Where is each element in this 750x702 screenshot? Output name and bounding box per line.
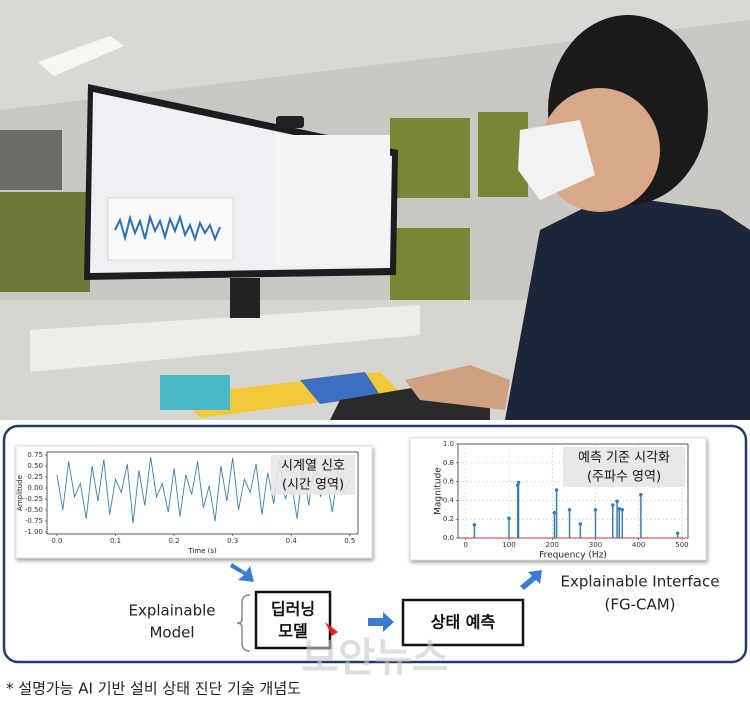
x-tick-label: 0.1 <box>110 537 121 545</box>
y-tick-label: -0.50 <box>25 506 43 514</box>
stem-head <box>610 503 615 507</box>
y-axis-label: Amplitude <box>16 475 24 511</box>
screen-window <box>275 135 390 265</box>
y-tick-label: 0.4 <box>443 496 455 504</box>
hand <box>405 365 510 410</box>
bracket <box>236 594 251 652</box>
arrow <box>520 570 542 590</box>
person-body <box>505 195 750 420</box>
panel <box>390 118 470 198</box>
y-tick-label: 0.75 <box>27 451 43 459</box>
stem-head <box>507 516 511 521</box>
y-tick-label: 0.25 <box>27 473 43 481</box>
keyboard-keys <box>300 372 380 404</box>
x-tick-label: 0.0 <box>51 537 62 545</box>
y-tick-label: -0.25 <box>25 495 43 503</box>
step-box <box>401 598 525 647</box>
y-tick-label: 0.6 <box>443 478 455 486</box>
screen-signal <box>114 213 221 243</box>
y-tick-label: 0.8 <box>443 459 454 467</box>
y-axis-label: Magnitude <box>434 467 444 515</box>
ceiling <box>0 0 750 110</box>
flow: Explainable Model 딥러닝 모델 상태 예측 Explainab… <box>128 563 720 652</box>
annotation: 시계열 신호 <box>281 459 345 474</box>
y-tick-label: -1.00 <box>25 528 43 536</box>
partition <box>0 192 90 292</box>
stem-head <box>516 480 521 485</box>
x-tick-label: 500 <box>675 541 688 549</box>
interface-label: Explainable Interface <box>561 573 720 591</box>
stem-head <box>639 492 643 497</box>
stem-head <box>617 507 622 511</box>
stem-head <box>593 508 598 512</box>
x-tick-label: 100 <box>502 541 515 549</box>
stem-head <box>578 522 583 526</box>
x-tick-label: 400 <box>632 541 645 549</box>
annotation: (시간 영역) <box>282 478 344 493</box>
x-tick-label: 0.5 <box>344 537 355 545</box>
annotation: (주파수 영역) <box>587 470 661 485</box>
panel <box>390 228 470 303</box>
stem-head <box>552 510 557 515</box>
y-tick-label: 1.0 <box>443 440 454 448</box>
x-axis-label: Frequency (Hz) <box>539 551 607 561</box>
photo <box>0 0 750 420</box>
watermark: 보안뉴스 <box>301 635 448 681</box>
y-tick-label: 0.0 <box>443 534 454 542</box>
annotation-box <box>563 447 685 487</box>
x-tick-label: 0.4 <box>286 537 298 545</box>
model-label: Explainable <box>128 602 215 620</box>
step-label: 상태 예측 <box>431 613 496 632</box>
y-tick-label: 0.00 <box>27 484 43 492</box>
stem-head <box>567 508 572 512</box>
webcam <box>276 116 304 128</box>
annotation: 예측 기준 시각화 <box>578 451 670 466</box>
annotation-box <box>271 455 355 495</box>
stem-head <box>620 508 625 512</box>
step-box <box>254 590 332 650</box>
arrow <box>368 612 394 632</box>
y-tick-label: 0.50 <box>27 462 43 470</box>
caption: * 설명가능 AI 기반 설비 상태 진단 기술 개념도 <box>6 680 301 698</box>
monitor-shelf <box>30 305 420 372</box>
monitor-stand <box>230 278 260 318</box>
x-tick-label: 0 <box>464 541 468 549</box>
model-label: Model <box>149 624 194 642</box>
x-tick-label: 0.3 <box>227 537 238 545</box>
stem-head <box>472 523 477 527</box>
mask <box>518 120 595 200</box>
sticky-notes <box>160 375 230 410</box>
charts: 0.750.500.250.00-0.25-0.50-0.75-1.000.0 0… <box>16 440 689 561</box>
plot-frame <box>46 451 359 535</box>
x-tick-label: 0.2 <box>169 537 180 545</box>
cursor <box>325 622 338 636</box>
stem-head <box>554 488 559 492</box>
stem-head <box>615 499 619 504</box>
step-label: 모델 <box>278 622 307 641</box>
x-axis-label: Time (s) <box>187 547 217 555</box>
x-tick-label: 300 <box>589 541 602 549</box>
arrow <box>230 563 254 582</box>
ceiling-light <box>38 36 124 76</box>
window <box>0 130 62 190</box>
x-tick-label: 200 <box>546 541 559 549</box>
interface-label: (FG-CAM) <box>604 596 675 614</box>
y-tick-label: -0.75 <box>25 517 43 525</box>
y-tick-label: 0.2 <box>443 515 454 523</box>
stem-head <box>675 531 680 536</box>
step-label: 딥러닝 <box>271 600 315 619</box>
